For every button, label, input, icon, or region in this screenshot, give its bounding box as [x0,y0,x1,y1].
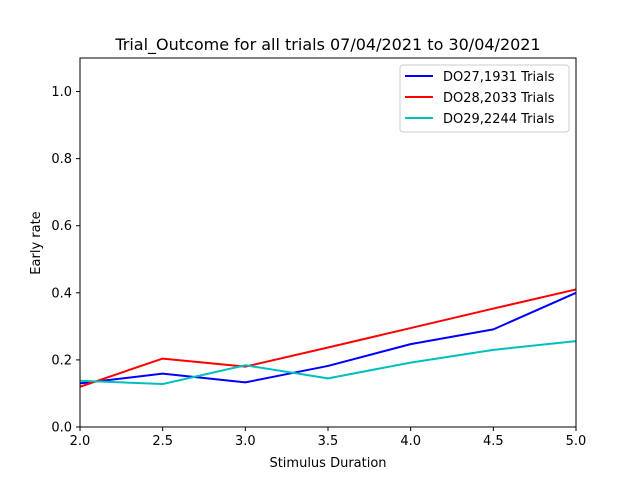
series-line-2 [79,288,577,388]
y-tick-label: 0.0 [51,421,72,436]
legend-label-1: DO27,1931 Trials [443,70,555,85]
series-line-1 [79,291,577,385]
series-layer [79,288,577,388]
y-axis: 0.0 0.2 0.4 0.6 0.8 1.0 [51,85,80,436]
legend-label-2: DO28,2033 Trials [443,91,555,106]
x-axis-label: Stimulus Duration [269,456,386,471]
x-tick-label: 3.5 [318,434,339,449]
legend: DO27,1931 Trials DO28,2033 Trials DO29,224… [399,64,570,133]
x-tick-label: 2.0 [70,434,91,449]
x-tick-label: 4.0 [400,434,421,449]
y-tick-label: 1.0 [51,85,72,100]
legend-label-3: DO29,2244 Trials [443,112,555,127]
x-tick-label: 2.5 [152,434,173,449]
y-tick-label: 0.4 [51,286,72,301]
legend-box [399,64,570,133]
x-tick-label: 4.5 [483,434,504,449]
y-tick-label: 0.6 [51,219,72,234]
y-tick-label: 0.8 [51,152,72,167]
chart-title: Trial_Outcome for all trials 07/04/2021 … [114,35,540,55]
y-tick-label: 0.2 [51,353,72,368]
series-line-3 [79,340,577,386]
x-axis: 2.0 2.5 3.0 3.5 4.0 4.5 5.0 [70,427,587,449]
x-tick-label: 5.0 [566,434,587,449]
x-tick-label: 3.0 [235,434,256,449]
y-axis-label: Early rate [29,211,44,274]
